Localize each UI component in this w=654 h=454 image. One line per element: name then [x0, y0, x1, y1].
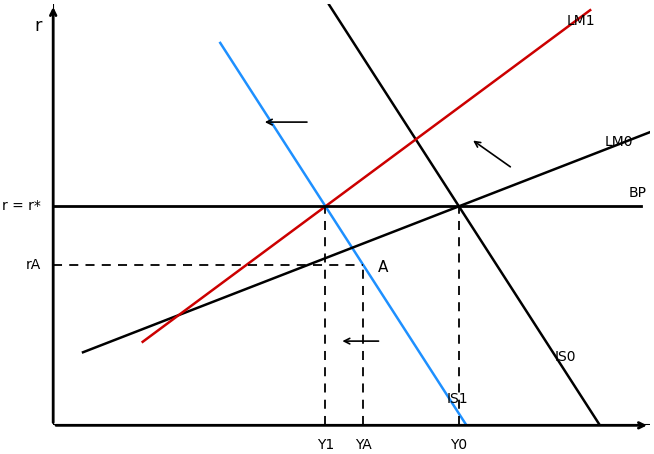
- Text: LM1: LM1: [566, 14, 595, 28]
- Text: IS0: IS0: [555, 350, 576, 364]
- Text: r = r*: r = r*: [3, 199, 41, 213]
- Text: BP: BP: [629, 186, 647, 200]
- Text: A: A: [379, 260, 388, 275]
- Text: IS1: IS1: [447, 392, 469, 406]
- Text: Y0: Y0: [451, 438, 468, 452]
- Text: rA: rA: [26, 258, 41, 272]
- Text: YA: YA: [355, 438, 372, 452]
- Text: Y1: Y1: [317, 438, 334, 452]
- Text: r: r: [35, 17, 42, 35]
- Text: LM0: LM0: [605, 135, 634, 148]
